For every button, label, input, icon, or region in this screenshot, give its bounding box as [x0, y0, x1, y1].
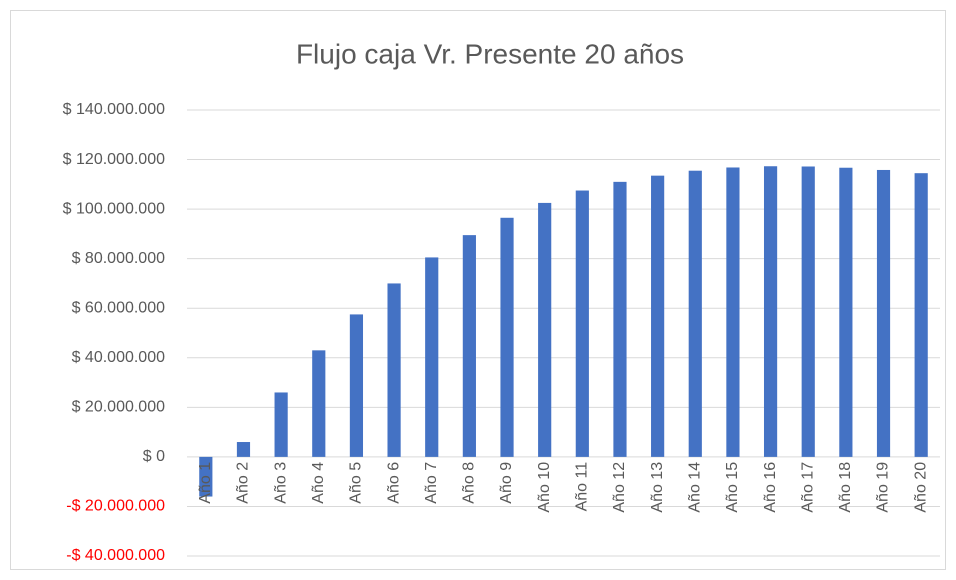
y-tick-label: $ 100.000.000: [63, 200, 165, 217]
x-tick-label: Año 17: [799, 462, 816, 513]
y-tick-label: $ 120.000.000: [63, 151, 165, 168]
x-tick-label: Año 14: [686, 462, 703, 513]
x-tick-label: Año 11: [574, 462, 591, 512]
x-tick-label: Año 9: [498, 462, 515, 504]
x-tick-label: Año 20: [912, 462, 929, 513]
bar: [651, 175, 665, 457]
y-tick-label: $ 0: [143, 448, 165, 465]
y-tick-label: $ 140.000.000: [63, 101, 165, 118]
x-tick-label: Año 4: [310, 462, 327, 504]
bar: [613, 181, 627, 457]
bar: [349, 314, 364, 457]
x-tick-label: Año 13: [649, 462, 666, 513]
x-tick-label: Año 10: [536, 462, 553, 513]
x-tick-label: Año 19: [875, 462, 892, 513]
chart-title: Flujo caja Vr. Presente 20 años: [296, 38, 684, 69]
bar: [538, 202, 552, 457]
x-tick-label: Año 3: [272, 462, 289, 504]
bar: [801, 166, 815, 457]
bar: [839, 167, 853, 457]
x-tick-label: Año 18: [837, 462, 854, 513]
bar: [688, 170, 702, 457]
y-tick-label: $ 60.000.000: [72, 299, 166, 316]
bar: [425, 257, 439, 457]
x-tick-label: Año 2: [235, 462, 252, 504]
bar: [462, 235, 476, 457]
x-tick-label: Año 16: [762, 462, 779, 513]
bar: [500, 217, 514, 457]
y-tick-label: $ 80.000.000: [72, 250, 166, 267]
y-tick-label: $ 20.000.000: [72, 399, 166, 416]
x-tick-label: Año 8: [461, 462, 478, 504]
x-tick-label: Año 6: [385, 462, 402, 504]
bar: [575, 190, 589, 457]
bar: [876, 169, 891, 457]
x-tick-label: Año 1: [197, 462, 214, 504]
bar: [914, 173, 928, 457]
bar: [312, 350, 326, 457]
bar: [726, 167, 740, 457]
x-tick-label: Año 7: [423, 462, 440, 504]
y-tick-label: -$ 40.000.000: [66, 547, 165, 564]
x-tick-label: Año 5: [348, 462, 365, 504]
bar: [274, 392, 288, 457]
y-tick-label: -$ 20.000.000: [66, 498, 165, 515]
bar: [236, 442, 251, 457]
x-tick-label: Año 12: [611, 462, 628, 513]
bar: [199, 456, 213, 497]
bar: [763, 166, 778, 457]
x-tick-label: Año 15: [724, 462, 741, 513]
bar: [387, 283, 401, 457]
y-tick-label: $ 40.000.000: [72, 349, 166, 366]
chart-border: [10, 10, 946, 570]
